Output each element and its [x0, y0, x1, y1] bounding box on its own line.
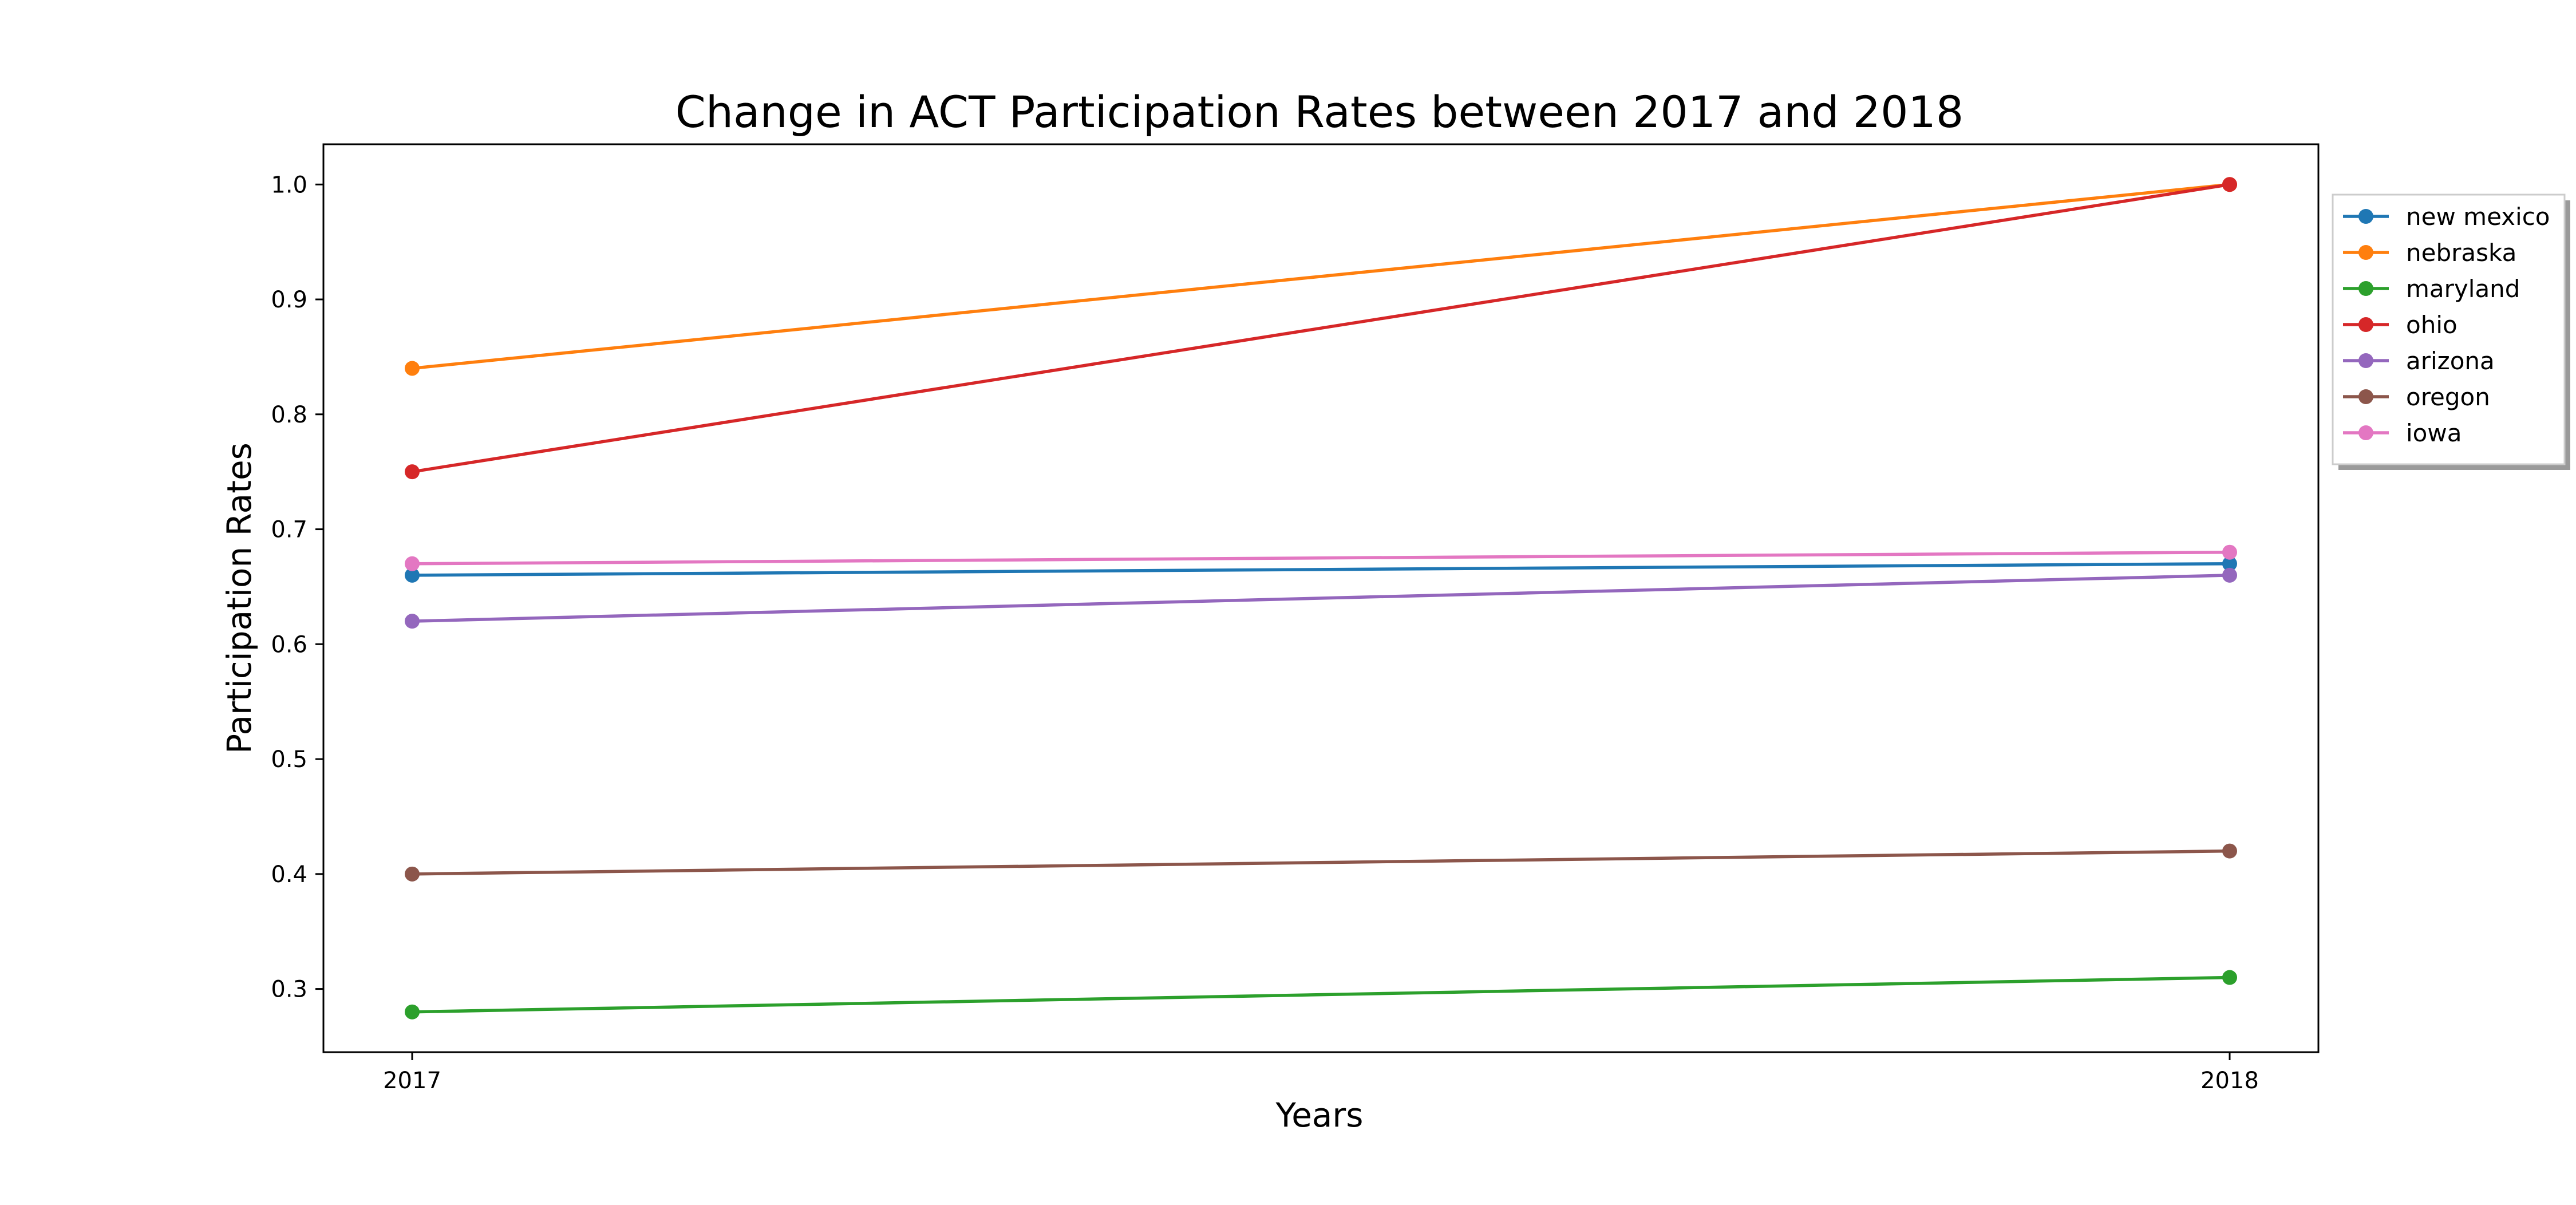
legend-marker-maryland	[2358, 281, 2373, 296]
series-line-arizona	[412, 574, 2230, 623]
chart-title: Change in ACT Participation Rates betwee…	[675, 86, 1963, 137]
x-tick-label: 2017	[383, 1068, 441, 1094]
data-point-arizona	[2222, 567, 2237, 583]
plot-area: 0.3 0.4 0.5 0.6 0.7 0.8 0.9 1.0 2017 2018	[271, 143, 2320, 1094]
y-tick-label: 0.9	[271, 287, 307, 313]
series-line-maryland	[412, 975, 2230, 1014]
legend-marker-iowa	[2358, 425, 2373, 440]
legend-label-ohio: ohio	[2406, 311, 2458, 339]
y-tick-label: 0.3	[271, 977, 307, 1003]
y-tick-label: 1.0	[271, 172, 307, 198]
legend-marker-new-mexico	[2358, 209, 2373, 224]
y-tick-label: 0.7	[271, 517, 307, 543]
series-line-oregon	[412, 849, 2230, 876]
series-line-ohio	[412, 183, 2230, 473]
data-point-arizona	[405, 614, 420, 629]
data-point-maryland	[2222, 970, 2237, 985]
legend-label-maryland: maryland	[2406, 275, 2520, 303]
legend: new mexico nebraska maryland ohio arizona ore…	[2332, 193, 2570, 470]
data-point-oregon	[405, 866, 420, 882]
legend-label-iowa: iowa	[2406, 419, 2462, 447]
series-line-nebraska	[412, 183, 2230, 370]
y-axis-label: Participation Rates	[220, 443, 259, 754]
data-point-new-mexico	[2222, 556, 2237, 571]
x-axis-label: Years	[1275, 1096, 1363, 1135]
legend-marker-oregon	[2358, 389, 2373, 404]
series-line-iowa	[412, 550, 2230, 566]
legend-label-oregon: oregon	[2406, 383, 2490, 411]
data-point-iowa	[405, 556, 420, 571]
legend-label-nebraska: nebraska	[2406, 239, 2516, 267]
data-point-nebraska	[405, 361, 420, 376]
data-point-iowa	[2222, 544, 2237, 560]
data-point-ohio	[2222, 177, 2237, 192]
y-tick-label: 0.4	[271, 862, 307, 888]
data-point-maryland	[405, 1004, 420, 1020]
data-point-ohio	[405, 464, 420, 480]
legend-marker-nebraska	[2358, 245, 2373, 260]
y-tick-label: 0.8	[271, 402, 307, 428]
series-line-new-mexico	[412, 562, 2230, 577]
data-point-new-mexico	[405, 567, 420, 583]
legend-label-new-mexico: new mexico	[2406, 203, 2550, 231]
y-tick-label: 0.6	[271, 631, 307, 658]
y-tick-label: 0.5	[271, 746, 307, 773]
data-point-oregon	[2222, 843, 2237, 859]
legend-label-arizona: arizona	[2406, 347, 2495, 375]
plot-frame	[322, 143, 2320, 1053]
legend-marker-arizona	[2358, 353, 2373, 368]
x-tick-label: 2018	[2200, 1068, 2259, 1094]
legend-marker-ohio	[2358, 317, 2373, 332]
